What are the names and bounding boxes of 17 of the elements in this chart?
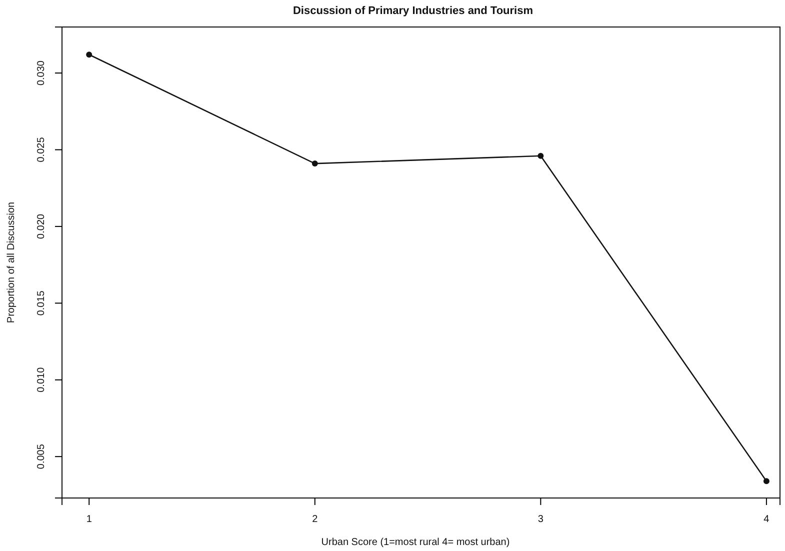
point <box>538 152 544 159</box>
x-tick-label: 4 <box>764 514 770 526</box>
y-tick-label: 0.030 <box>36 60 47 86</box>
y-axis-title: Proportion of all Discussion <box>6 202 17 324</box>
chart-title: Discussion of Primary Industries and Tourism <box>292 5 534 17</box>
point <box>312 160 318 167</box>
point <box>86 52 92 58</box>
y-tick-label: 0.015 <box>36 290 47 316</box>
x-tick-label: 2 <box>312 514 318 526</box>
y-tick-label: 0.005 <box>36 444 47 470</box>
x-tick-label: 3 <box>538 514 544 526</box>
x-tick-label: 1 <box>86 514 92 526</box>
y-tick-label: 0.010 <box>36 366 47 392</box>
x-axis-title: Urban Score (1=most rural 4= most urban) <box>321 537 510 548</box>
y-tick-label: 0.020 <box>36 214 47 239</box>
point <box>763 478 770 484</box>
y-tick-label: 0.025 <box>36 136 47 162</box>
